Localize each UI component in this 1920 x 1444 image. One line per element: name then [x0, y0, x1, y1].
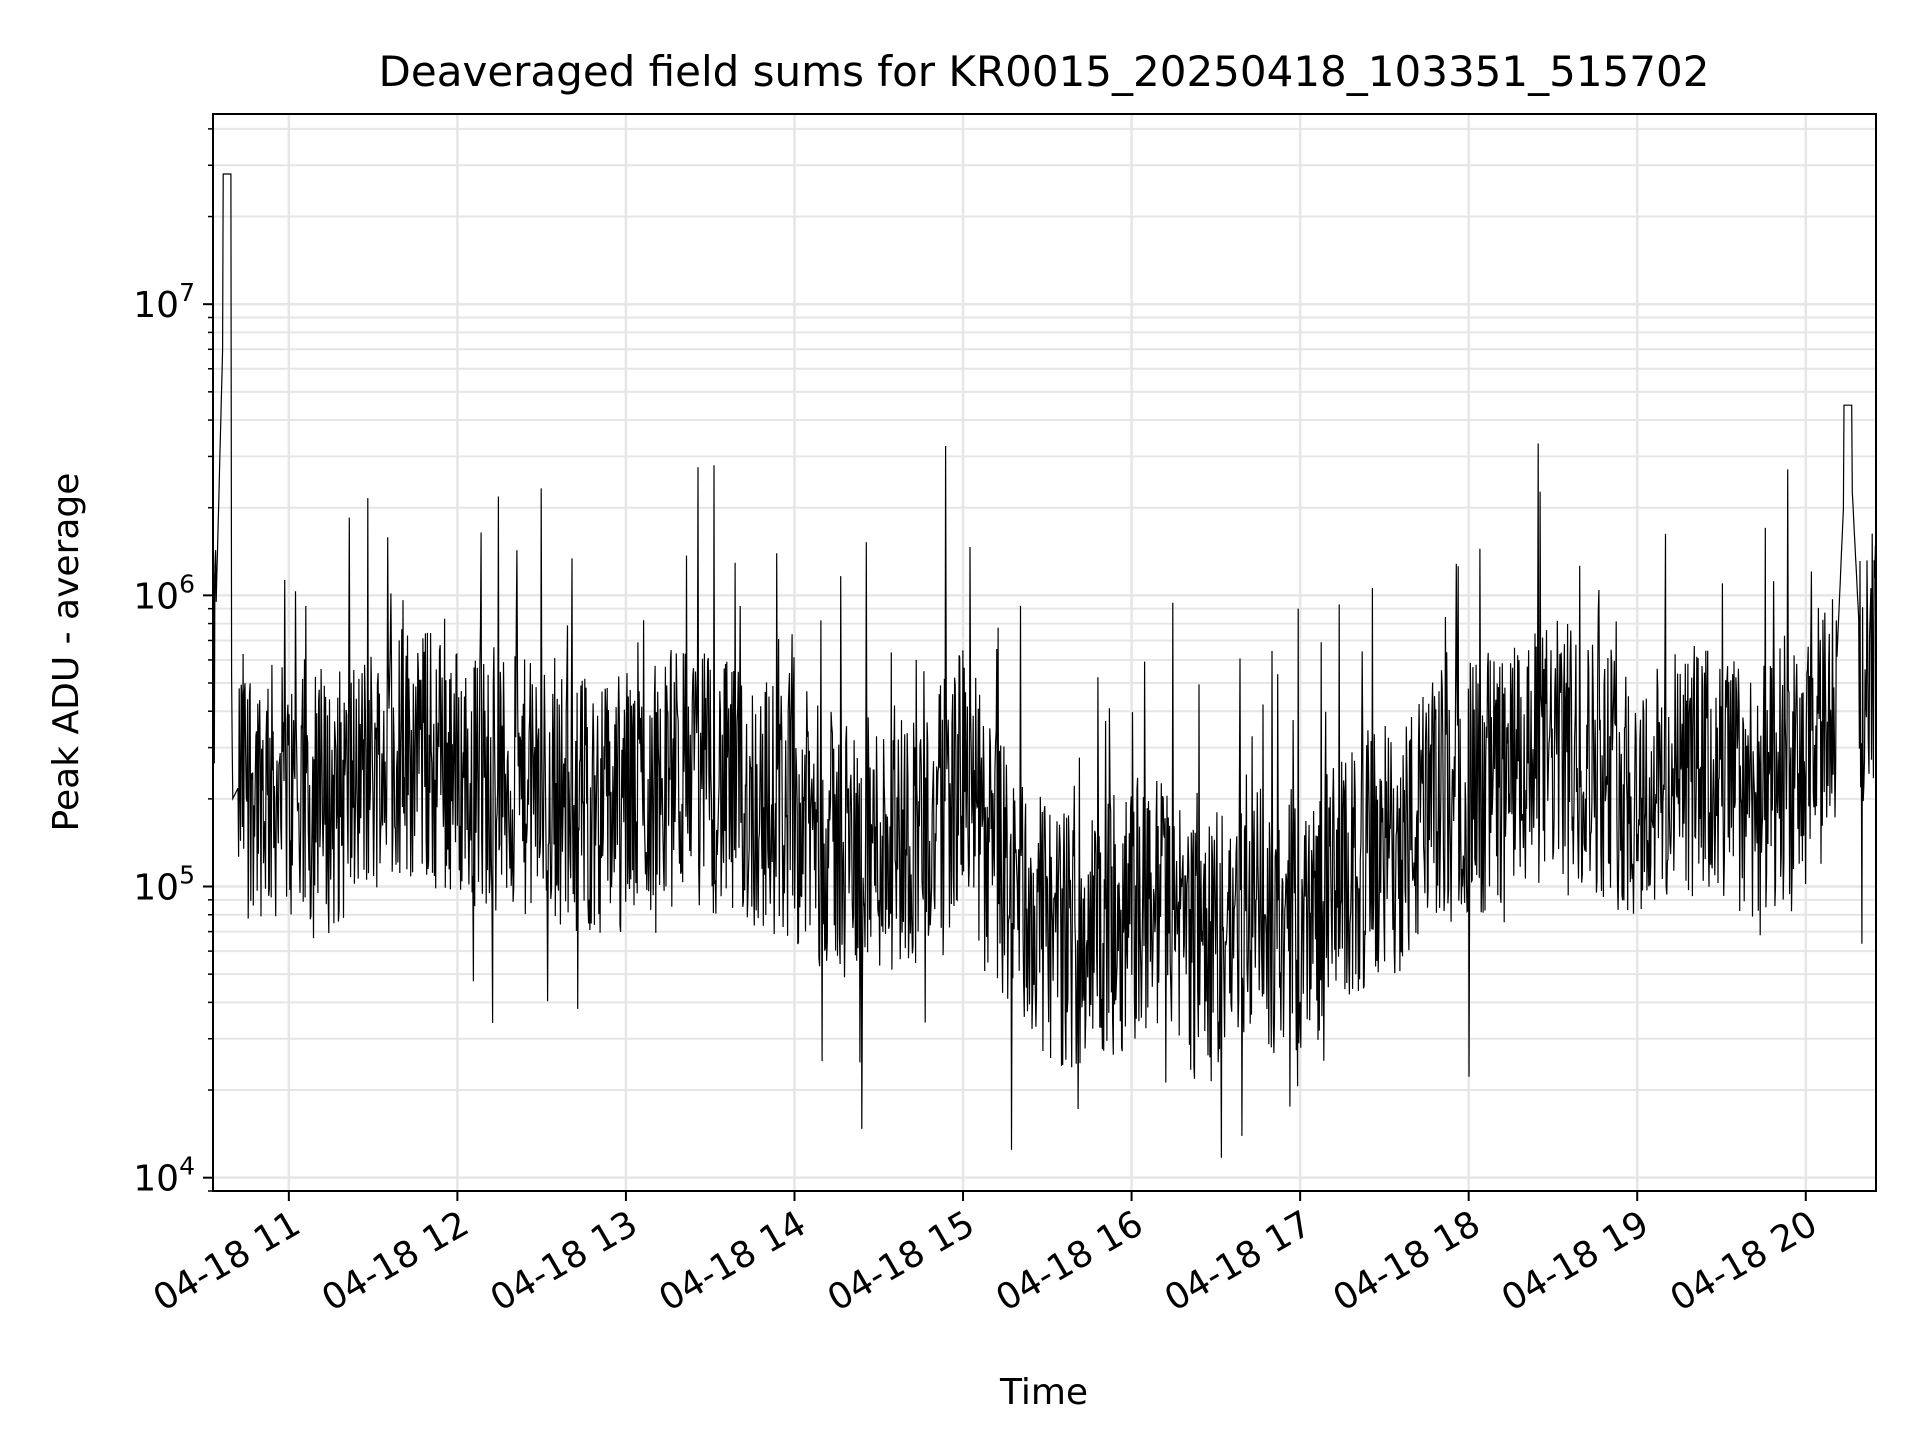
series-line-path [212, 173, 1877, 1158]
y-tick-label: 104 [133, 1152, 195, 1200]
plot-frame [212, 113, 1877, 1192]
series-line [212, 173, 1877, 1158]
x-axis-label: Time [999, 1372, 1088, 1413]
grid-lines [213, 114, 1876, 1192]
y-axis-label: Peak ADU - average [46, 473, 87, 832]
axis-ticks [203, 128, 1807, 1201]
chart-title: Deaveraged field sums for KR0015_2025041… [379, 47, 1710, 96]
